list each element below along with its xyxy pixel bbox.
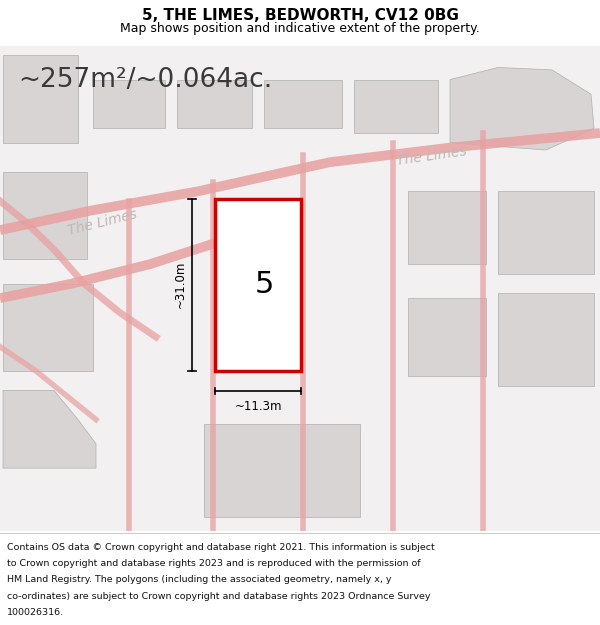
- Text: 5, THE LIMES, BEDWORTH, CV12 0BG: 5, THE LIMES, BEDWORTH, CV12 0BG: [142, 9, 458, 24]
- Text: to Crown copyright and database rights 2023 and is reproduced with the permissio: to Crown copyright and database rights 2…: [7, 559, 421, 568]
- Text: The Limes: The Limes: [396, 144, 468, 168]
- Text: The Limes: The Limes: [66, 208, 138, 238]
- Bar: [264, 79, 342, 128]
- Text: ~31.0m: ~31.0m: [174, 261, 187, 309]
- Bar: [215, 199, 301, 371]
- Bar: [204, 424, 360, 517]
- Polygon shape: [3, 391, 96, 468]
- Text: ~11.3m: ~11.3m: [234, 400, 282, 413]
- Text: ~257m²/~0.064ac.: ~257m²/~0.064ac.: [18, 68, 272, 94]
- Polygon shape: [450, 68, 594, 150]
- Bar: [3, 172, 87, 259]
- Text: Contains OS data © Crown copyright and database right 2021. This information is : Contains OS data © Crown copyright and d…: [7, 542, 435, 551]
- Text: HM Land Registry. The polygons (including the associated geometry, namely x, y: HM Land Registry. The polygons (includin…: [7, 575, 392, 584]
- Bar: [498, 191, 594, 274]
- Text: 100026316.: 100026316.: [7, 608, 64, 617]
- Bar: [3, 284, 93, 371]
- Bar: [408, 191, 486, 264]
- Bar: [177, 79, 252, 128]
- Text: 5: 5: [254, 270, 274, 299]
- Bar: [3, 56, 78, 142]
- Text: co-ordinates) are subject to Crown copyright and database rights 2023 Ordnance S: co-ordinates) are subject to Crown copyr…: [7, 592, 431, 601]
- Text: Map shows position and indicative extent of the property.: Map shows position and indicative extent…: [120, 22, 480, 35]
- Bar: [93, 79, 165, 128]
- Bar: [498, 293, 594, 386]
- Bar: [408, 298, 486, 376]
- Bar: [354, 79, 438, 133]
